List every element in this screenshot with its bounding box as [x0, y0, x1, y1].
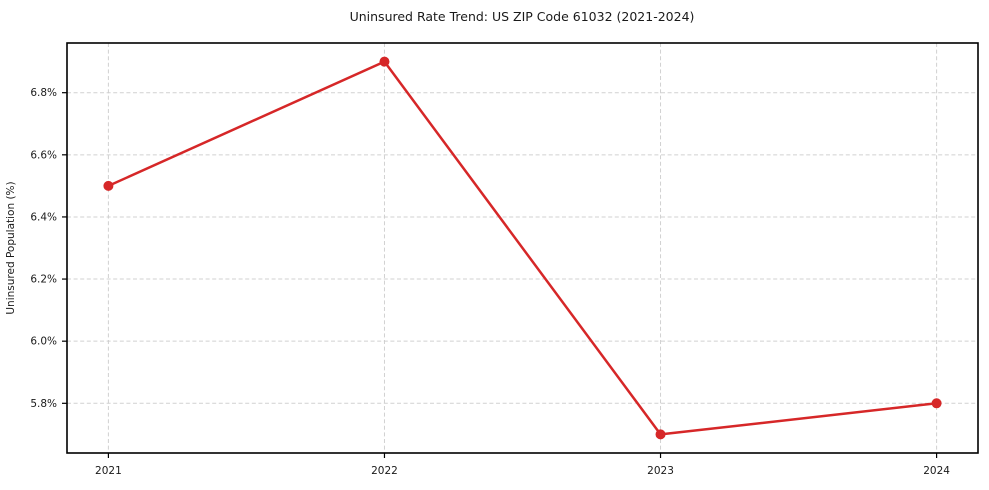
- x-tick-label: 2021: [95, 465, 122, 477]
- data-point-marker: [103, 180, 114, 191]
- data-point-marker: [379, 56, 390, 67]
- trend-line: [107, 60, 938, 436]
- data-point-marker: [931, 398, 942, 409]
- y-tick-label: 6.0%: [30, 336, 57, 348]
- data-point-marker: [655, 429, 666, 440]
- grid-layer: [67, 43, 978, 453]
- x-tick-label: 2023: [647, 465, 674, 477]
- y-tick-label: 6.8%: [30, 87, 57, 99]
- y-tick-label: 5.8%: [30, 398, 57, 410]
- chart-title: Uninsured Rate Trend: US ZIP Code 61032 …: [350, 9, 695, 24]
- data-layer: [103, 56, 942, 440]
- y-tick-label: 6.6%: [30, 149, 57, 161]
- plot-border: [66, 42, 979, 454]
- x-tick-label: 2022: [371, 465, 398, 477]
- x-tick-label: 2024: [923, 465, 950, 477]
- y-axis-label: Uninsured Population (%): [5, 181, 17, 314]
- axis-layer: 5.8% 6.0% 6.2% 6.4% 6.6% 6.8% 2021 2022 2023 2024: [30, 42, 979, 477]
- y-tick-label: 6.4%: [30, 211, 57, 223]
- y-tick-label: 6.2%: [30, 274, 57, 286]
